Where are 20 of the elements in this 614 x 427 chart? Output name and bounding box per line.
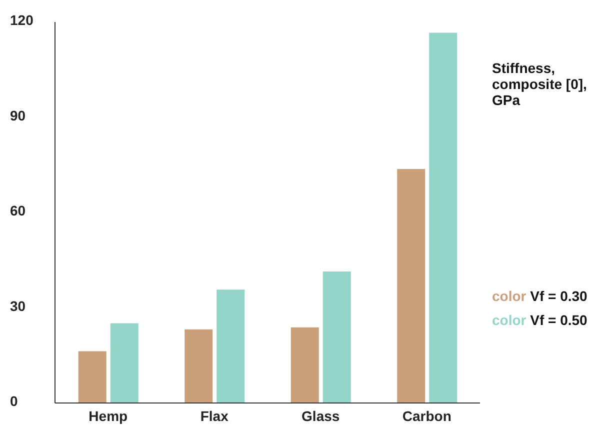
bar xyxy=(110,323,138,403)
bar xyxy=(397,169,426,403)
bar xyxy=(78,351,106,403)
y-tick-label: 60 xyxy=(10,202,26,218)
text: color Vf = 0.50 xyxy=(492,312,588,328)
x-tick-label: Hemp xyxy=(88,408,128,424)
bar xyxy=(290,327,319,403)
x-tick-label: Flax xyxy=(200,408,229,424)
y-tick-label: 30 xyxy=(10,298,26,314)
y-tick-label: 0 xyxy=(10,393,18,409)
y-axis-title: Stiffness, composite [0], GPa xyxy=(492,60,588,108)
bar xyxy=(216,290,245,403)
y-tick-label: 90 xyxy=(10,107,26,124)
x-tick-label: Glass xyxy=(302,408,340,424)
bar xyxy=(429,32,458,403)
y-tick-label: 120 xyxy=(10,12,34,28)
text: color Vf = 0.30 xyxy=(492,288,588,304)
x-tick-label: Carbon xyxy=(402,408,452,424)
bar xyxy=(322,272,351,403)
bar xyxy=(184,329,213,403)
